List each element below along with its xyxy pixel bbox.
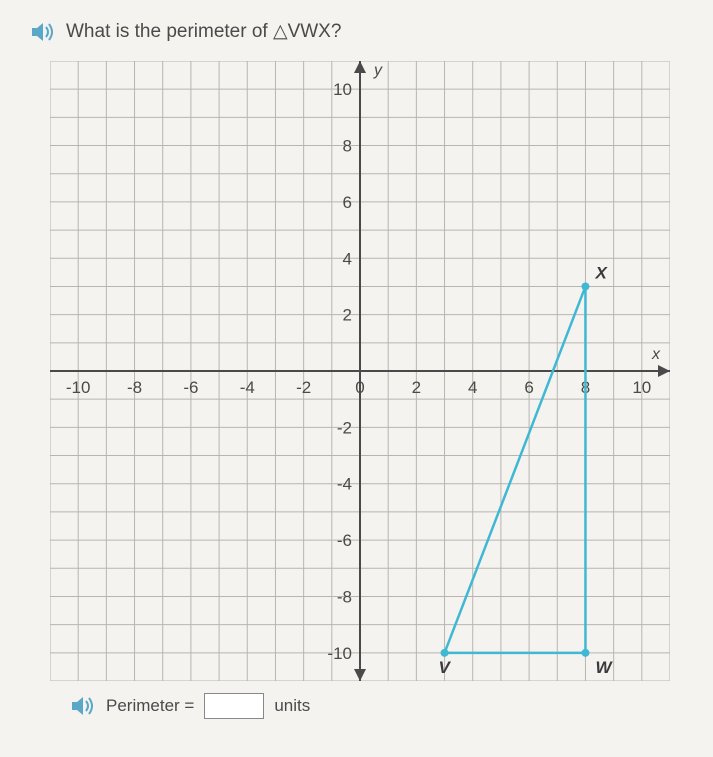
svg-text:-4: -4 xyxy=(337,475,352,494)
speaker-icon[interactable] xyxy=(30,21,56,43)
svg-text:-8: -8 xyxy=(127,378,142,397)
svg-text:4: 4 xyxy=(343,249,352,268)
svg-text:-4: -4 xyxy=(240,378,255,397)
svg-text:x: x xyxy=(651,346,661,363)
svg-text:10: 10 xyxy=(632,378,651,397)
speaker-icon[interactable] xyxy=(70,695,96,717)
svg-text:-2: -2 xyxy=(337,418,352,437)
svg-text:-10: -10 xyxy=(327,644,352,663)
units-label: units xyxy=(274,696,310,716)
svg-text:2: 2 xyxy=(343,306,352,325)
svg-text:V: V xyxy=(439,658,452,677)
svg-text:0: 0 xyxy=(355,378,364,397)
svg-text:6: 6 xyxy=(343,193,352,212)
svg-text:6: 6 xyxy=(524,378,533,397)
svg-text:-6: -6 xyxy=(183,378,198,397)
svg-text:-8: -8 xyxy=(337,587,352,606)
perimeter-input[interactable] xyxy=(204,693,264,719)
coordinate-graph: xy-10-8-6-4-20246810-10-8-6-4-2246810VWX xyxy=(50,61,670,681)
question-row: What is the perimeter of △VWX? xyxy=(30,20,683,43)
svg-text:W: W xyxy=(595,658,613,677)
svg-text:8: 8 xyxy=(343,137,352,156)
svg-text:10: 10 xyxy=(333,80,352,99)
answer-row: Perimeter = units xyxy=(70,693,683,719)
perimeter-label: Perimeter = xyxy=(106,696,194,716)
svg-text:-6: -6 xyxy=(337,531,352,550)
page: What is the perimeter of △VWX? x y -10 -8 -6… xyxy=(0,0,713,757)
svg-text:4: 4 xyxy=(468,378,477,397)
svg-text:-2: -2 xyxy=(296,378,311,397)
svg-text:X: X xyxy=(594,263,608,282)
svg-text:y: y xyxy=(373,62,383,79)
question-text: What is the perimeter of △VWX? xyxy=(66,20,341,43)
svg-text:-10: -10 xyxy=(66,378,91,397)
svg-text:2: 2 xyxy=(412,378,421,397)
